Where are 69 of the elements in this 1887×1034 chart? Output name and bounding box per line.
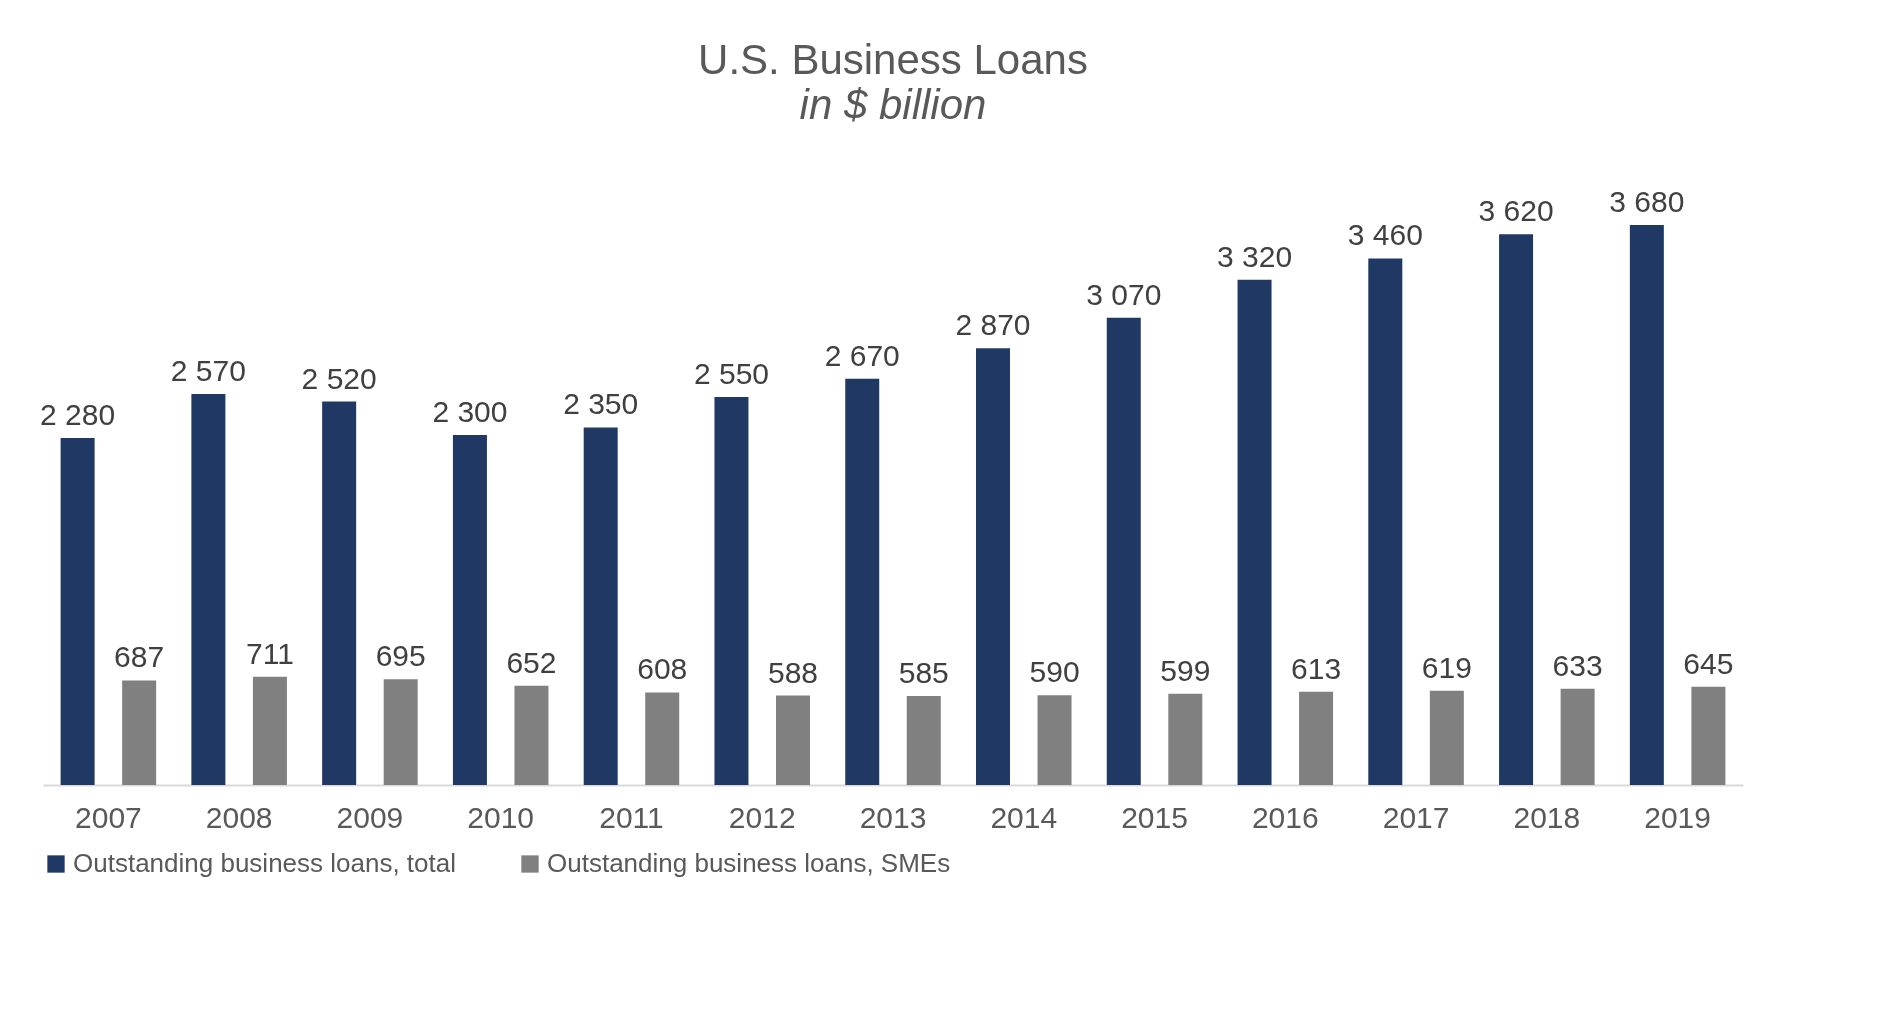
data-label: 613 bbox=[1291, 651, 1342, 685]
data-label: 2 280 bbox=[40, 398, 116, 432]
bar bbox=[1106, 317, 1141, 785]
bar bbox=[1037, 695, 1072, 785]
bar bbox=[122, 680, 157, 785]
bar bbox=[906, 695, 941, 785]
x-tick-label: 2018 bbox=[1513, 800, 1581, 834]
bar bbox=[60, 438, 95, 785]
x-tick-label: 2015 bbox=[1121, 800, 1188, 834]
data-label: 3 620 bbox=[1478, 194, 1554, 228]
x-tick-label: 2017 bbox=[1382, 800, 1450, 834]
x-tick-label: 2019 bbox=[1644, 800, 1711, 834]
x-tick-label: 2016 bbox=[1251, 800, 1319, 834]
legend-label: Outstanding business loans, total bbox=[73, 848, 457, 878]
data-label: 590 bbox=[1029, 655, 1080, 689]
data-label: 645 bbox=[1683, 646, 1734, 680]
bar bbox=[1560, 688, 1595, 785]
bar bbox=[976, 348, 1010, 785]
x-tick-label: 2007 bbox=[75, 800, 142, 834]
data-label: 3 680 bbox=[1609, 185, 1685, 218]
x-tick-label: 2013 bbox=[859, 800, 927, 834]
data-label: 2 870 bbox=[955, 308, 1031, 342]
bar bbox=[514, 685, 549, 785]
data-label: 619 bbox=[1421, 650, 1472, 684]
bar bbox=[383, 679, 418, 785]
bar bbox=[1499, 234, 1534, 785]
x-tick-label: 2008 bbox=[205, 800, 273, 834]
data-label: 2 300 bbox=[432, 395, 508, 428]
bar bbox=[252, 676, 287, 785]
bar bbox=[1168, 693, 1203, 785]
data-label: 3 460 bbox=[1347, 218, 1423, 252]
bar bbox=[1429, 690, 1464, 785]
chart-title: U.S. Business Loans bbox=[698, 36, 1088, 83]
legend-label: Outstanding business loans, SMEs bbox=[547, 848, 951, 878]
bar bbox=[1368, 258, 1403, 785]
bar bbox=[1237, 279, 1272, 785]
data-label: 711 bbox=[246, 636, 294, 670]
bar bbox=[645, 692, 680, 785]
bar bbox=[322, 401, 357, 785]
x-tick-label: 2010 bbox=[467, 800, 535, 834]
bar bbox=[776, 695, 810, 785]
bar bbox=[1299, 691, 1334, 785]
bar bbox=[714, 396, 749, 785]
bar bbox=[1629, 225, 1664, 785]
data-label: 2 350 bbox=[563, 387, 639, 421]
bar bbox=[452, 435, 487, 785]
data-label: 2 520 bbox=[301, 361, 377, 395]
data-label: 687 bbox=[114, 640, 165, 674]
data-label: 608 bbox=[637, 652, 688, 686]
data-label: 2 670 bbox=[824, 338, 900, 372]
bar bbox=[191, 393, 226, 785]
x-tick-label: 2011 bbox=[599, 800, 664, 834]
data-label: 695 bbox=[375, 639, 426, 673]
data-label: 585 bbox=[898, 655, 949, 689]
data-label: 2 570 bbox=[170, 353, 246, 387]
bar bbox=[845, 378, 880, 785]
data-label: 599 bbox=[1160, 653, 1211, 687]
data-label: 652 bbox=[506, 645, 557, 679]
x-tick-label: 2009 bbox=[336, 800, 404, 834]
data-label: 2 550 bbox=[693, 356, 769, 390]
chart-subtitle: in $ billion bbox=[799, 81, 987, 128]
bar bbox=[1691, 686, 1726, 785]
data-label: 633 bbox=[1552, 648, 1603, 682]
bar bbox=[583, 427, 618, 785]
data-label: 3 070 bbox=[1086, 277, 1162, 311]
x-tick-label: 2012 bbox=[728, 800, 796, 834]
data-label: 3 320 bbox=[1217, 239, 1293, 273]
x-tick-label: 2014 bbox=[990, 800, 1058, 834]
data-label: 588 bbox=[767, 655, 819, 689]
